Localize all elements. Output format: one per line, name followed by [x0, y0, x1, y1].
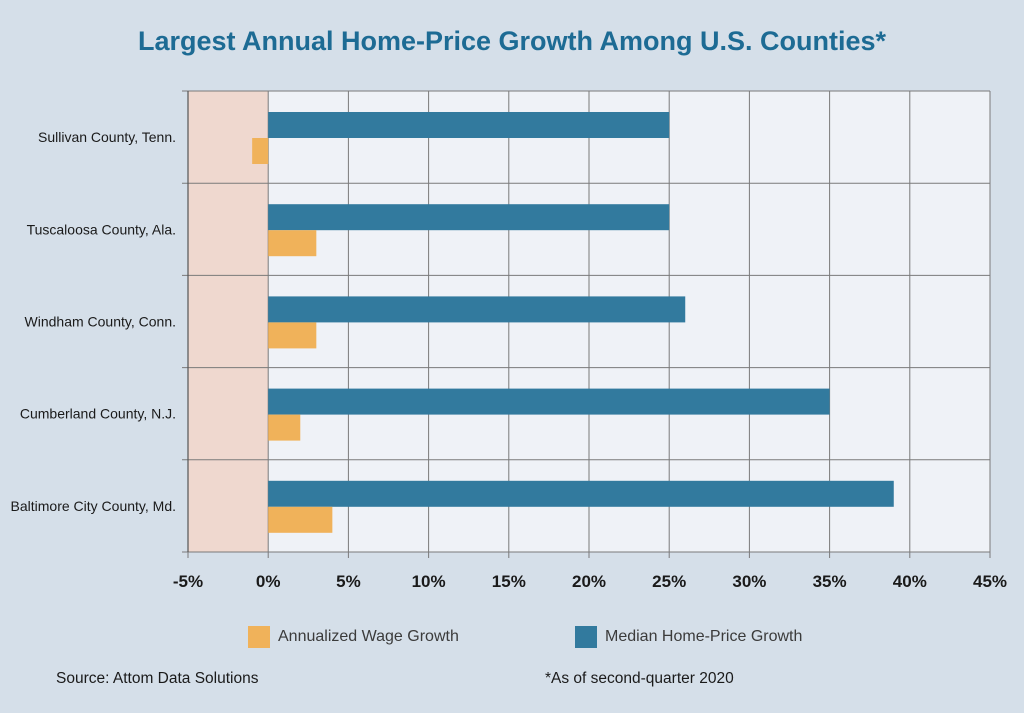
bar-home-price	[268, 204, 670, 231]
legend-label-home-price: Median Home-Price Growth	[605, 628, 803, 645]
x-tick-label: -5%	[173, 572, 203, 591]
x-tick-label: 5%	[336, 572, 361, 591]
legend-swatch-wage	[248, 626, 270, 648]
bar-home-price	[268, 388, 830, 415]
chart-title: Largest Annual Home-Price Growth Among U…	[137, 26, 887, 56]
negative-region	[188, 91, 269, 552]
bar-wage	[268, 414, 301, 441]
x-tick-label: 35%	[813, 572, 847, 591]
x-tick-label: 20%	[572, 572, 606, 591]
bar-wage	[252, 138, 269, 164]
legend-label-wage: Annualized Wage Growth	[278, 628, 459, 645]
category-label: Cumberland County, N.J.	[20, 406, 176, 422]
x-tick-label: 25%	[652, 572, 686, 591]
legend: Annualized Wage Growth Median Home-Price…	[0, 626, 1024, 650]
category-label: Tuscaloosa County, Ala.	[27, 221, 176, 237]
legend-swatch-home-price	[575, 626, 597, 648]
footnote: *As of second-quarter 2020	[545, 670, 734, 687]
bar-home-price	[268, 480, 894, 507]
bar-home-price	[268, 112, 670, 138]
x-tick-label: 30%	[732, 572, 766, 591]
source-note: Source: Attom Data Solutions	[56, 670, 259, 687]
bar-chart: Sullivan County, Tenn. Tuscaloosa County,…	[11, 90, 1007, 591]
bar-wage	[268, 322, 317, 349]
legend-item-home-price: Median Home-Price Growth	[575, 626, 802, 648]
x-tick-label: 40%	[893, 572, 927, 591]
category-label: Sullivan County, Tenn.	[38, 129, 176, 145]
x-tick-label: 10%	[412, 572, 446, 591]
bar-wage	[268, 230, 317, 257]
category-label: Windham County, Conn.	[25, 314, 176, 330]
x-tick-label: 45%	[973, 572, 1007, 591]
bar-home-price	[268, 296, 686, 323]
category-label: Baltimore City County, Md.	[11, 498, 176, 514]
x-tick-label: 0%	[256, 572, 281, 591]
bar-wage	[268, 506, 333, 533]
x-tick-label: 15%	[492, 572, 526, 591]
legend-item-wage: Annualized Wage Growth	[248, 626, 459, 648]
